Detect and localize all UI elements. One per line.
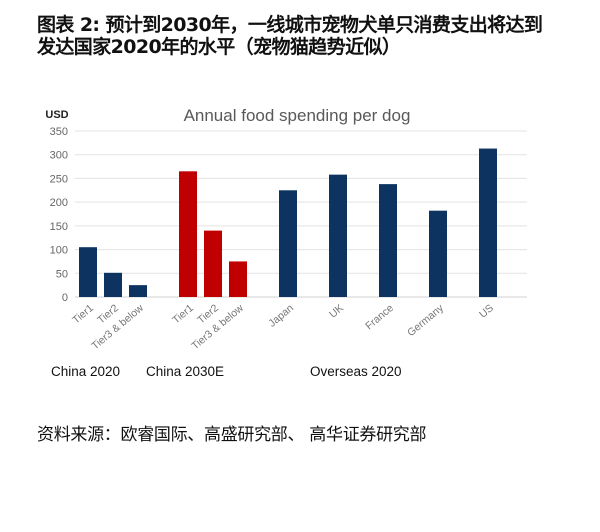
source-note: 资料来源：欧睿国际、高盛研究部、 高华证券研究部 <box>37 425 427 445</box>
x-tick-label: UK <box>327 302 346 321</box>
y-tick-label: 50 <box>56 268 68 280</box>
bar <box>179 171 197 297</box>
bar <box>279 190 297 297</box>
y-tick-label: 150 <box>50 221 68 233</box>
bar <box>79 247 97 297</box>
bar <box>104 272 122 297</box>
y-axis-label: USD <box>45 109 68 121</box>
y-tick-label: 350 <box>50 126 68 138</box>
bar <box>129 285 147 297</box>
y-tick-label: 250 <box>50 173 68 185</box>
chart-title: Annual food spending per dog <box>184 106 411 125</box>
y-tick-label: 300 <box>50 150 68 162</box>
bar <box>329 174 347 297</box>
x-tick-label: France <box>363 302 396 332</box>
group-label: China 2030E <box>146 364 224 379</box>
y-tick-label: 200 <box>50 197 68 209</box>
group-label: China 2020 <box>51 364 120 379</box>
x-tick-label: Japan <box>266 302 296 330</box>
figure-title: 图表 2: 预计到2030年，一线城市宠物犬单只消费支出将达到 发达国家2020… <box>37 14 582 58</box>
bar <box>479 148 497 297</box>
figure-title-line1: 图表 2: 预计到2030年，一线城市宠物犬单只消费支出将达到 <box>37 14 543 36</box>
x-tick-label: Tier1 <box>170 302 196 326</box>
bar <box>379 184 397 297</box>
bar <box>429 210 447 297</box>
bar <box>204 230 222 297</box>
x-tick-label: Tier1 <box>70 302 96 326</box>
bar-chart: Annual food spending per dog USD 0 50 100 150… <box>45 106 527 379</box>
group-label: Overseas 2020 <box>310 364 402 379</box>
x-tick-label: US <box>477 302 496 321</box>
bar <box>229 261 247 297</box>
y-tick-label: 100 <box>50 245 68 257</box>
y-tick-label: 0 <box>62 292 68 304</box>
x-tick-label: Germany <box>405 302 446 339</box>
figure-title-line2: 发达国家2020年的水平（宠物猫趋势近似） <box>37 36 401 58</box>
